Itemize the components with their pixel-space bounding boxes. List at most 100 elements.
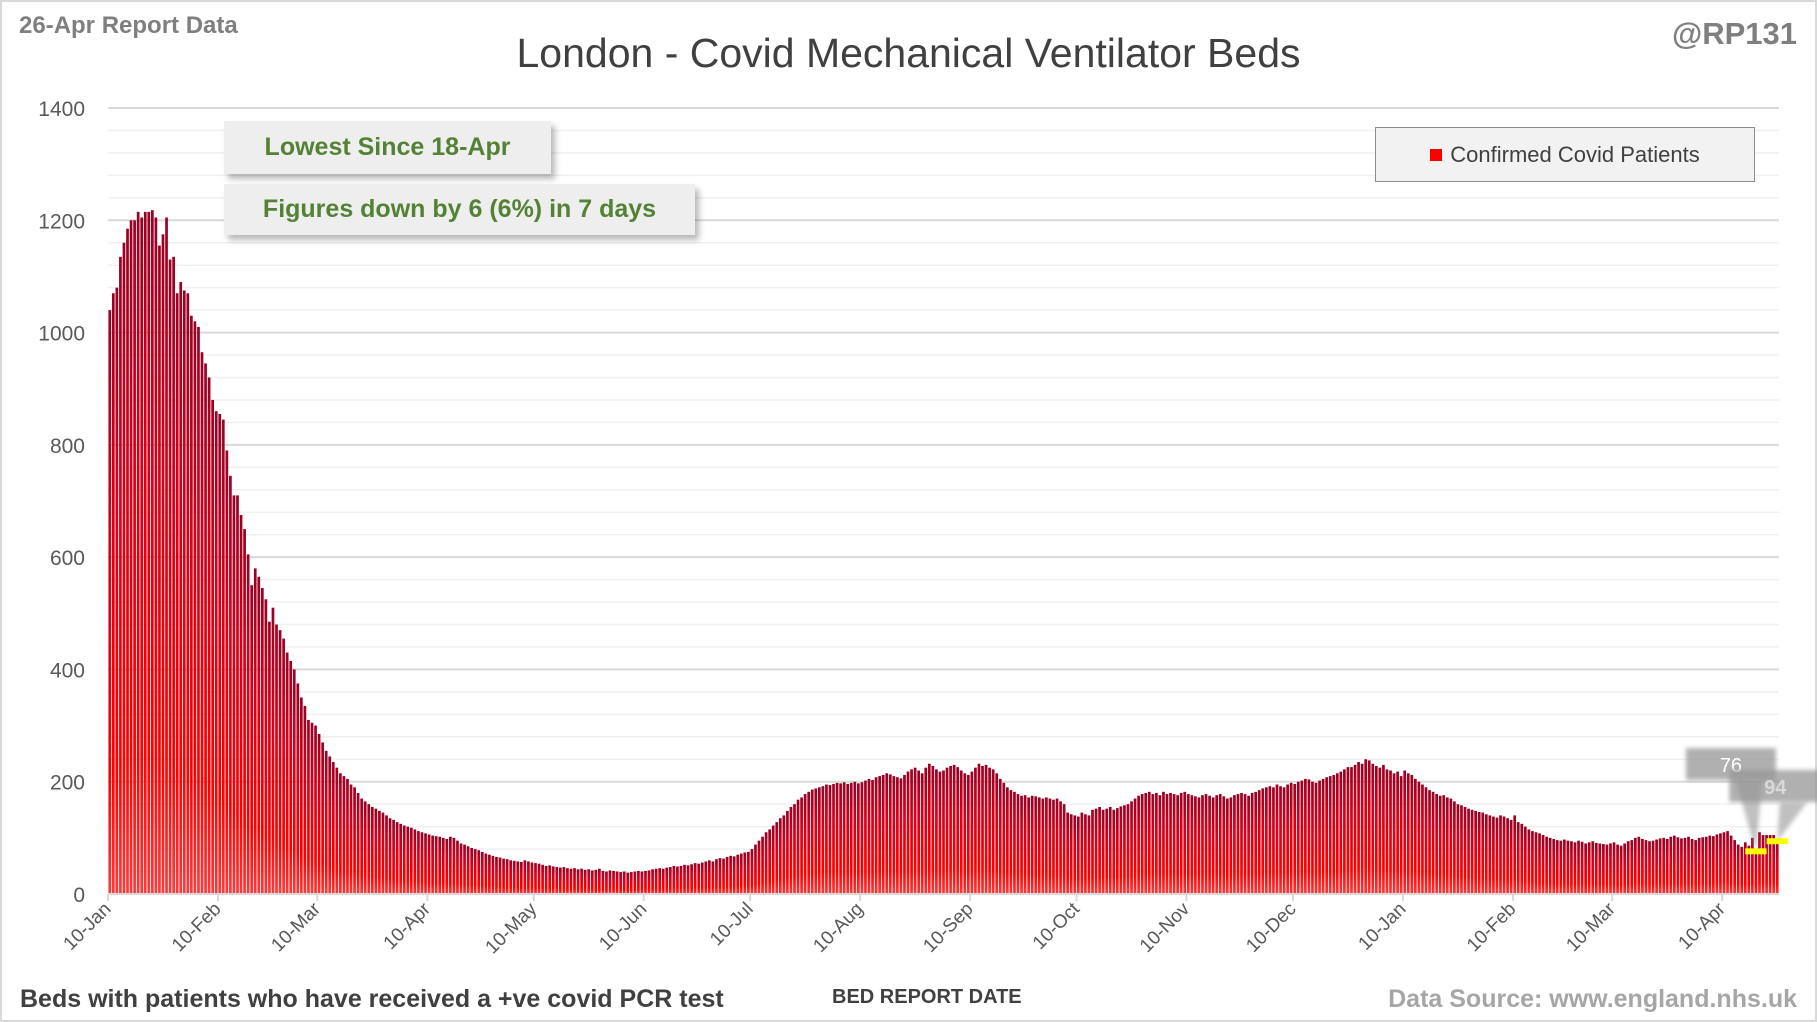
bar: [1506, 818, 1509, 894]
bar: [1066, 812, 1070, 894]
bar: [1353, 764, 1357, 894]
bar: [754, 844, 757, 894]
bar: [1633, 837, 1637, 894]
bar: [491, 855, 495, 894]
bar: [668, 867, 672, 894]
x-tick-label: 10-May: [482, 898, 542, 958]
bar: [445, 838, 449, 894]
x-axis-title: BED REPORT DATE: [832, 986, 1022, 1008]
bar: [214, 411, 218, 894]
bar: [1421, 784, 1424, 894]
bar: [484, 853, 488, 894]
bar: [878, 776, 881, 894]
bar: [778, 818, 782, 894]
bar: [1382, 764, 1385, 894]
bar: [984, 764, 988, 894]
callout-label: 94: [1764, 777, 1787, 799]
bar: [1119, 806, 1123, 894]
bar: [1577, 840, 1580, 894]
bar: [1250, 792, 1254, 894]
bar: [977, 763, 981, 894]
bar: [1587, 842, 1591, 894]
bar: [1279, 786, 1282, 894]
bar: [1194, 796, 1197, 894]
bar: [1225, 798, 1229, 894]
bar: [800, 797, 803, 894]
bar: [1541, 835, 1545, 894]
bar: [1222, 796, 1226, 894]
bar: [257, 576, 261, 894]
bar: [1406, 773, 1410, 894]
bar: [885, 773, 889, 894]
bar: [1754, 851, 1758, 894]
bar: [1637, 836, 1641, 894]
bar: [1360, 763, 1364, 894]
bar: [956, 767, 960, 894]
x-tick-label: 10-Apr: [1675, 898, 1731, 954]
bar: [750, 849, 754, 894]
bar: [1665, 838, 1669, 894]
bar: [417, 831, 420, 894]
bar: [339, 773, 342, 894]
bar: [1648, 841, 1651, 894]
bar: [143, 211, 147, 895]
bar: [406, 826, 410, 894]
bar: [842, 782, 846, 894]
bar: [1201, 795, 1204, 894]
bar: [363, 801, 367, 894]
bar: [1775, 841, 1779, 894]
bar: [420, 832, 424, 894]
bar: [1719, 833, 1722, 894]
bar: [942, 770, 945, 894]
bar: [1165, 794, 1169, 894]
bar: [1062, 804, 1066, 894]
bar: [1772, 835, 1776, 894]
bar: [998, 778, 1002, 894]
bar: [434, 836, 438, 894]
bar: [789, 806, 793, 894]
bar: [292, 669, 296, 894]
bar: [690, 864, 693, 894]
bar: [193, 321, 197, 894]
bar: [1374, 765, 1378, 894]
bar: [441, 837, 445, 894]
y-tick-label: 1000: [38, 323, 85, 346]
bar: [583, 869, 587, 894]
bar: [1658, 838, 1662, 894]
bar: [388, 818, 392, 894]
bar: [523, 860, 527, 894]
legend: Confirmed Covid Patients: [1375, 127, 1755, 182]
bar: [1669, 836, 1673, 894]
bar: [793, 804, 796, 894]
bar: [512, 860, 516, 894]
bar: [1687, 836, 1690, 894]
bar: [832, 783, 835, 894]
bar: [346, 778, 349, 894]
bar: [1343, 769, 1346, 894]
bar: [817, 787, 821, 894]
bar: [825, 784, 828, 894]
bar: [161, 234, 165, 895]
bar: [1037, 797, 1041, 894]
y-tick-label: 1400: [38, 98, 85, 121]
bar: [1328, 776, 1332, 894]
bar: [995, 773, 999, 894]
bar: [119, 256, 122, 894]
bar: [743, 852, 747, 894]
bar: [1538, 833, 1541, 894]
bar: [1311, 781, 1314, 894]
bar: [179, 282, 183, 894]
bar: [466, 846, 470, 894]
bar: [1218, 794, 1222, 894]
bar: [431, 835, 434, 894]
bar: [959, 770, 963, 894]
bar: [1708, 835, 1712, 894]
bar: [367, 804, 371, 894]
x-tick-label: 10-Mar: [1562, 898, 1620, 956]
bar: [1623, 843, 1627, 894]
bar: [385, 815, 388, 894]
data-source: Data Source: www.england.nhs.uk: [1388, 985, 1797, 1013]
bar: [1268, 786, 1272, 894]
bar: [452, 837, 456, 894]
bar: [1094, 808, 1098, 894]
